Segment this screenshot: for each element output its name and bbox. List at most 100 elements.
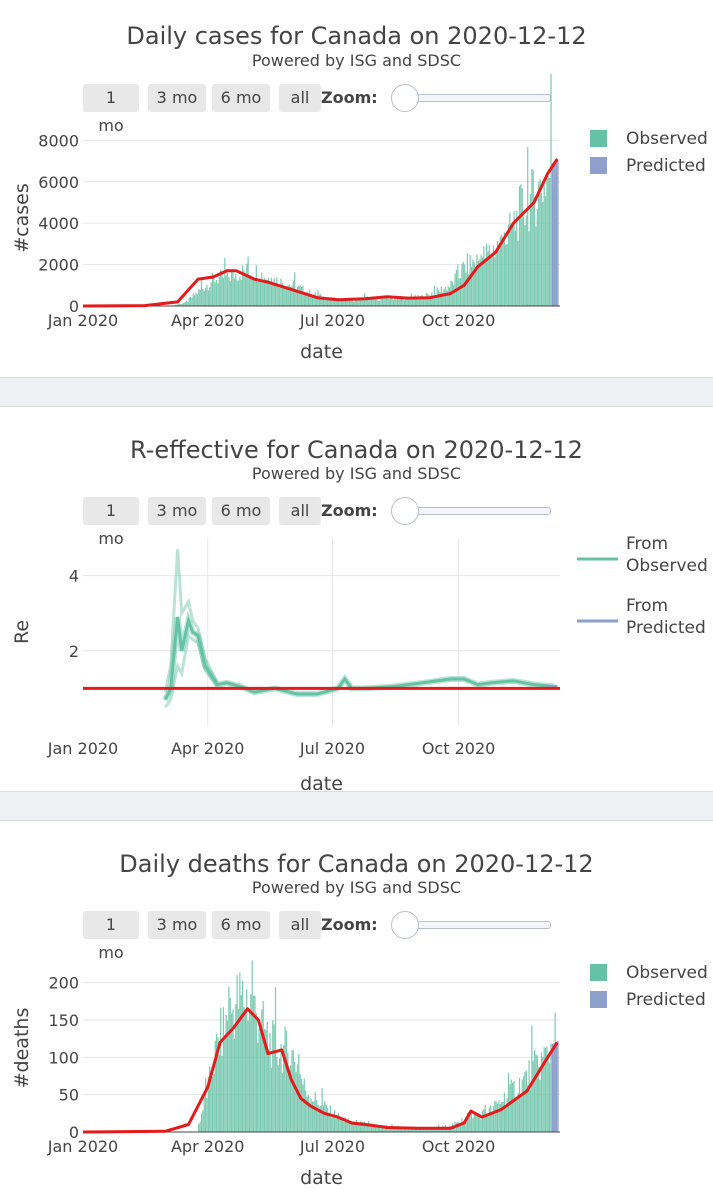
observed-bar bbox=[547, 1054, 549, 1132]
observed-bar bbox=[409, 1127, 411, 1132]
re-3mo-button[interactable]: 3 mo bbox=[148, 497, 206, 525]
observed-bar bbox=[332, 1115, 334, 1132]
observed-bar bbox=[362, 298, 364, 306]
observed-bar bbox=[272, 284, 274, 306]
observed-bar bbox=[514, 1099, 516, 1132]
re-chart: 2 4 Jan 2020 Apr 2020 Jul 2020 Oct 2020 date Re… bbox=[11, 534, 708, 790]
cases-3mo-button[interactable]: 3 mo bbox=[148, 84, 206, 112]
observed-bar bbox=[263, 1029, 266, 1132]
observed-bar bbox=[280, 278, 282, 306]
observed-bar bbox=[199, 289, 201, 306]
deaths-1mo-button[interactable]: 1 mo bbox=[83, 911, 139, 962]
observed-bar bbox=[276, 1056, 278, 1132]
re-6mo-button[interactable]: 6 mo bbox=[212, 497, 270, 525]
cases-subtitle: Powered by ISG and SDSC bbox=[251, 51, 462, 70]
observed-bar bbox=[477, 261, 479, 306]
observed-bar bbox=[527, 147, 529, 306]
cases-all-button[interactable]: all bbox=[279, 84, 321, 112]
y-tick-label: 0 bbox=[69, 297, 79, 316]
observed-bar bbox=[231, 271, 233, 306]
predicted-bar bbox=[553, 1043, 555, 1132]
observed-bar bbox=[316, 296, 318, 306]
re-1mo-button[interactable]: 1 mo bbox=[83, 497, 139, 548]
observed-bar bbox=[291, 286, 293, 306]
observed-bar bbox=[206, 1097, 208, 1132]
observed-bar bbox=[261, 272, 263, 306]
observed-bar bbox=[531, 1025, 533, 1132]
observed-bar bbox=[318, 1107, 320, 1132]
observed-bar bbox=[213, 275, 215, 306]
observed-bar bbox=[384, 1127, 386, 1132]
observed-bar bbox=[226, 269, 229, 306]
deaths-6mo-button[interactable]: 6 mo bbox=[212, 911, 270, 939]
observed-bar bbox=[369, 297, 371, 306]
observed-bar bbox=[401, 297, 403, 306]
observed-bar bbox=[529, 194, 532, 306]
deaths-zoom-slider-handle[interactable] bbox=[391, 911, 419, 939]
observed-bar bbox=[532, 170, 534, 306]
observed-bar bbox=[220, 269, 222, 306]
observed-bar bbox=[384, 296, 386, 306]
predicted-bar bbox=[554, 1042, 556, 1132]
observed-bar bbox=[211, 272, 214, 306]
observed-bar bbox=[258, 1028, 260, 1132]
observed-bar bbox=[532, 1060, 534, 1132]
observed-bar bbox=[438, 289, 440, 306]
observed-bar bbox=[274, 987, 277, 1132]
observed-bar bbox=[472, 259, 474, 306]
observed-bar bbox=[366, 296, 368, 306]
observed-bar bbox=[420, 295, 422, 306]
legend-predicted-label-2: Predicted bbox=[626, 618, 706, 638]
observed-bar bbox=[447, 286, 449, 306]
re-zoom-slider-handle[interactable] bbox=[391, 497, 419, 525]
cases-1mo-button[interactable]: 1 mo bbox=[83, 84, 139, 135]
observed-bar bbox=[492, 1106, 495, 1132]
observed-re-line bbox=[163, 615, 555, 701]
observed-bar bbox=[495, 1101, 497, 1132]
observed-bar bbox=[279, 288, 281, 306]
observed-bar bbox=[351, 1122, 353, 1132]
observed-bar bbox=[239, 276, 241, 306]
observed-bar bbox=[513, 211, 515, 306]
x-tick-label: Jan 2020 bbox=[47, 311, 118, 330]
observed-bar bbox=[287, 285, 289, 306]
deaths-all-button[interactable]: all bbox=[279, 911, 321, 939]
observed-bar bbox=[396, 1127, 399, 1132]
observed-bar bbox=[516, 210, 518, 306]
observed-bar bbox=[392, 1127, 395, 1132]
predicted-bar bbox=[557, 1040, 559, 1132]
cases-6mo-button[interactable]: 6 mo bbox=[212, 84, 270, 112]
observed-bar bbox=[295, 1072, 297, 1132]
observed-bar bbox=[483, 1109, 485, 1132]
observed-bar bbox=[177, 303, 179, 306]
observed-bar bbox=[380, 297, 382, 306]
observed-bar bbox=[339, 1117, 341, 1132]
cases-zoom-slider-handle[interactable] bbox=[391, 84, 419, 112]
observed-bar bbox=[517, 240, 519, 306]
observed-bar bbox=[242, 980, 244, 1132]
observed-bar bbox=[296, 1064, 299, 1132]
observed-bar bbox=[427, 293, 429, 306]
observed-bar bbox=[407, 296, 410, 306]
observed-bar bbox=[358, 1124, 360, 1132]
observed-bar bbox=[483, 246, 485, 306]
observed-bar bbox=[239, 972, 241, 1132]
observed-bar bbox=[410, 1127, 412, 1132]
observed-bar bbox=[217, 283, 219, 306]
observed-bar bbox=[507, 1072, 510, 1132]
observed-bar bbox=[379, 300, 381, 306]
observed-bar bbox=[303, 293, 305, 306]
observed-bar bbox=[502, 1101, 504, 1132]
re-panel: R-effective for Canada on 2020-12-12 Pow… bbox=[0, 408, 713, 790]
observed-bar bbox=[369, 1125, 371, 1132]
re-all-button[interactable]: all bbox=[279, 497, 321, 525]
observed-bar bbox=[522, 216, 525, 306]
observed-bar bbox=[547, 176, 549, 306]
observed-bar bbox=[527, 1085, 529, 1132]
observed-bar bbox=[288, 284, 290, 306]
observed-bar bbox=[542, 1057, 544, 1132]
observed-bar bbox=[401, 1128, 403, 1132]
deaths-3mo-button[interactable]: 3 mo bbox=[148, 911, 206, 939]
y-tick-label: 4000 bbox=[38, 214, 79, 233]
observed-bar bbox=[480, 254, 482, 306]
